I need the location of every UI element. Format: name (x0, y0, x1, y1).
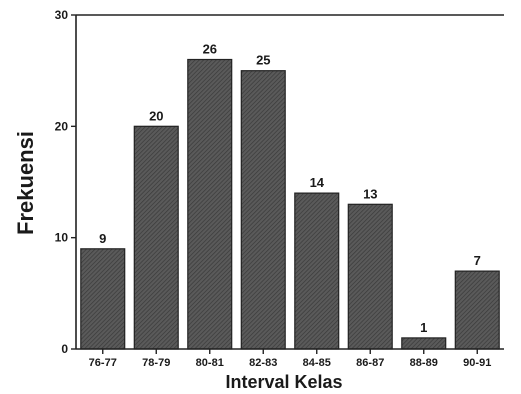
x-axis-title: Interval Kelas (225, 372, 342, 392)
bar-84-85 (294, 192, 340, 350)
data-label: 26 (203, 42, 217, 57)
y-tick-label: 10 (55, 231, 69, 245)
data-label: 14 (310, 175, 325, 190)
bars-group: 9 20 26 25 14 13 1 7 (80, 42, 500, 350)
bar-80-81 (187, 58, 233, 350)
bar-88-89 (401, 337, 447, 350)
x-tick-label: 90-91 (463, 357, 491, 369)
bar-82-83 (240, 70, 286, 350)
x-tick-label: 76-77 (89, 357, 117, 369)
data-label: 25 (256, 53, 270, 68)
data-label: 7 (474, 253, 481, 268)
axes-group: 0 10 20 30 76-77 78-79 80-81 82-83 84-85 86-87 88-… (55, 8, 504, 369)
x-tick-label: 86-87 (356, 357, 384, 369)
y-tick-label: 20 (55, 119, 69, 133)
x-tick-label: 84-85 (303, 357, 331, 369)
x-tick-label: 78-79 (142, 357, 170, 369)
x-tick-label: 88-89 (410, 357, 438, 369)
x-tick-label: 80-81 (196, 357, 224, 369)
data-label: 13 (363, 186, 377, 201)
x-tick-label: 82-83 (249, 357, 277, 369)
y-tick-label: 30 (55, 8, 69, 22)
y-tick-label: 0 (61, 342, 68, 356)
y-axis-title: Frekuensi (13, 131, 38, 235)
data-label: 1 (420, 320, 427, 335)
data-label: 9 (99, 231, 106, 246)
data-label: 20 (149, 108, 163, 123)
bar-86-87 (347, 203, 393, 350)
bar-78-79 (133, 125, 179, 350)
bar-90-91 (454, 270, 500, 350)
bar-76-77 (80, 248, 126, 350)
